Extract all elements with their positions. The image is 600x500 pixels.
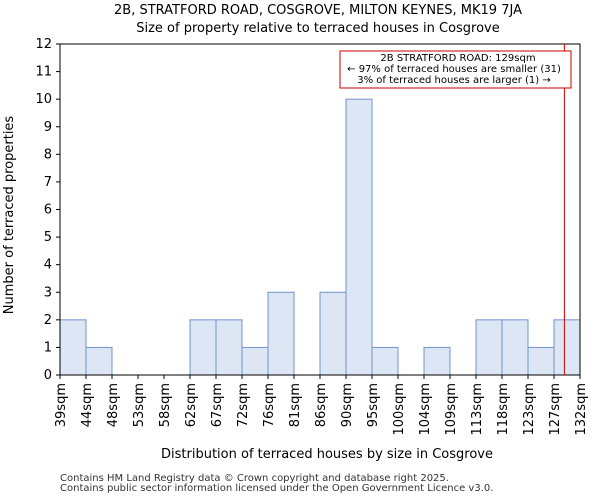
- bar-123sqm: [527, 346, 555, 376]
- bar-104sqm: [423, 346, 451, 376]
- x-tick-label: 48sqm: [106, 383, 121, 427]
- x-axis-label: Distribution of terraced houses by size …: [161, 447, 493, 462]
- x-tick-label: 53sqm: [132, 383, 147, 427]
- bar-76sqm: [267, 291, 295, 376]
- x-tick-label: 72sqm: [236, 383, 251, 427]
- y-tick-label: 1: [44, 340, 52, 355]
- y-tick-label: 12: [35, 37, 52, 52]
- x-tick-label: 76sqm: [262, 383, 277, 427]
- annotation-line-1: 2B STRATFORD ROAD: 129sqm: [380, 53, 535, 64]
- y-axis-label: Number of terraced properties: [2, 116, 17, 315]
- bar-44sqm: [85, 346, 113, 376]
- y-tick-label: 7: [44, 175, 52, 190]
- bar-90sqm: [345, 98, 373, 376]
- bar-127sqm: [553, 319, 581, 376]
- x-tick-label: 58sqm: [158, 383, 173, 427]
- x-tick-label: 86sqm: [314, 383, 329, 427]
- y-tick-label: 8: [44, 147, 52, 162]
- annotation-box: [339, 50, 572, 89]
- x-tick-label: 123sqm: [522, 383, 537, 436]
- chart-subtitle: Size of property relative to terraced ho…: [136, 21, 500, 36]
- x-tick-label: 39sqm: [54, 383, 69, 427]
- y-tick-label: 3: [44, 285, 52, 300]
- x-tick-label: 118sqm: [496, 383, 511, 436]
- bar-113sqm: [475, 319, 503, 376]
- x-tick-label: 62sqm: [184, 383, 199, 427]
- bar-39sqm: [59, 319, 87, 376]
- bar-62sqm: [189, 319, 217, 376]
- y-tick-label: 5: [44, 230, 52, 245]
- x-tick-label: 132sqm: [574, 383, 589, 436]
- footer-line-2: Contains public sector information licen…: [60, 483, 494, 494]
- x-tick-label: 104sqm: [418, 383, 433, 436]
- y-tick-label: 0: [44, 368, 52, 383]
- y-tick-label: 4: [44, 258, 52, 273]
- y-tick-label: 9: [44, 120, 52, 135]
- x-tick-label: 81sqm: [288, 383, 303, 427]
- annotation-line-3: 3% of terraced houses are larger (1) →: [357, 75, 551, 86]
- x-tick-label: 67sqm: [210, 383, 225, 427]
- bar-86sqm: [319, 291, 347, 376]
- chart-title: 2B, STRATFORD ROAD, COSGROVE, MILTON KEY…: [114, 3, 522, 18]
- y-tick-label: 6: [44, 203, 52, 218]
- footer-line-1: Contains HM Land Registry data © Crown c…: [60, 473, 449, 484]
- y-tick-label: 11: [35, 65, 52, 80]
- x-tick-label: 113sqm: [470, 383, 485, 436]
- bar-118sqm: [501, 319, 529, 376]
- x-tick-label: 44sqm: [80, 383, 95, 427]
- x-tick-label: 95sqm: [366, 383, 381, 427]
- x-tick-label: 127sqm: [548, 383, 563, 436]
- x-tick-label: 100sqm: [392, 383, 407, 436]
- bar-95sqm: [371, 346, 399, 376]
- bar-67sqm: [215, 319, 243, 376]
- y-tick-label: 10: [35, 92, 52, 107]
- annotation-line-2: ← 97% of terraced houses are smaller (31…: [347, 64, 561, 75]
- y-tick-label: 2: [44, 313, 52, 328]
- x-tick-label: 109sqm: [444, 383, 459, 436]
- x-tick-label: 90sqm: [340, 383, 355, 427]
- bar-72sqm: [241, 346, 269, 376]
